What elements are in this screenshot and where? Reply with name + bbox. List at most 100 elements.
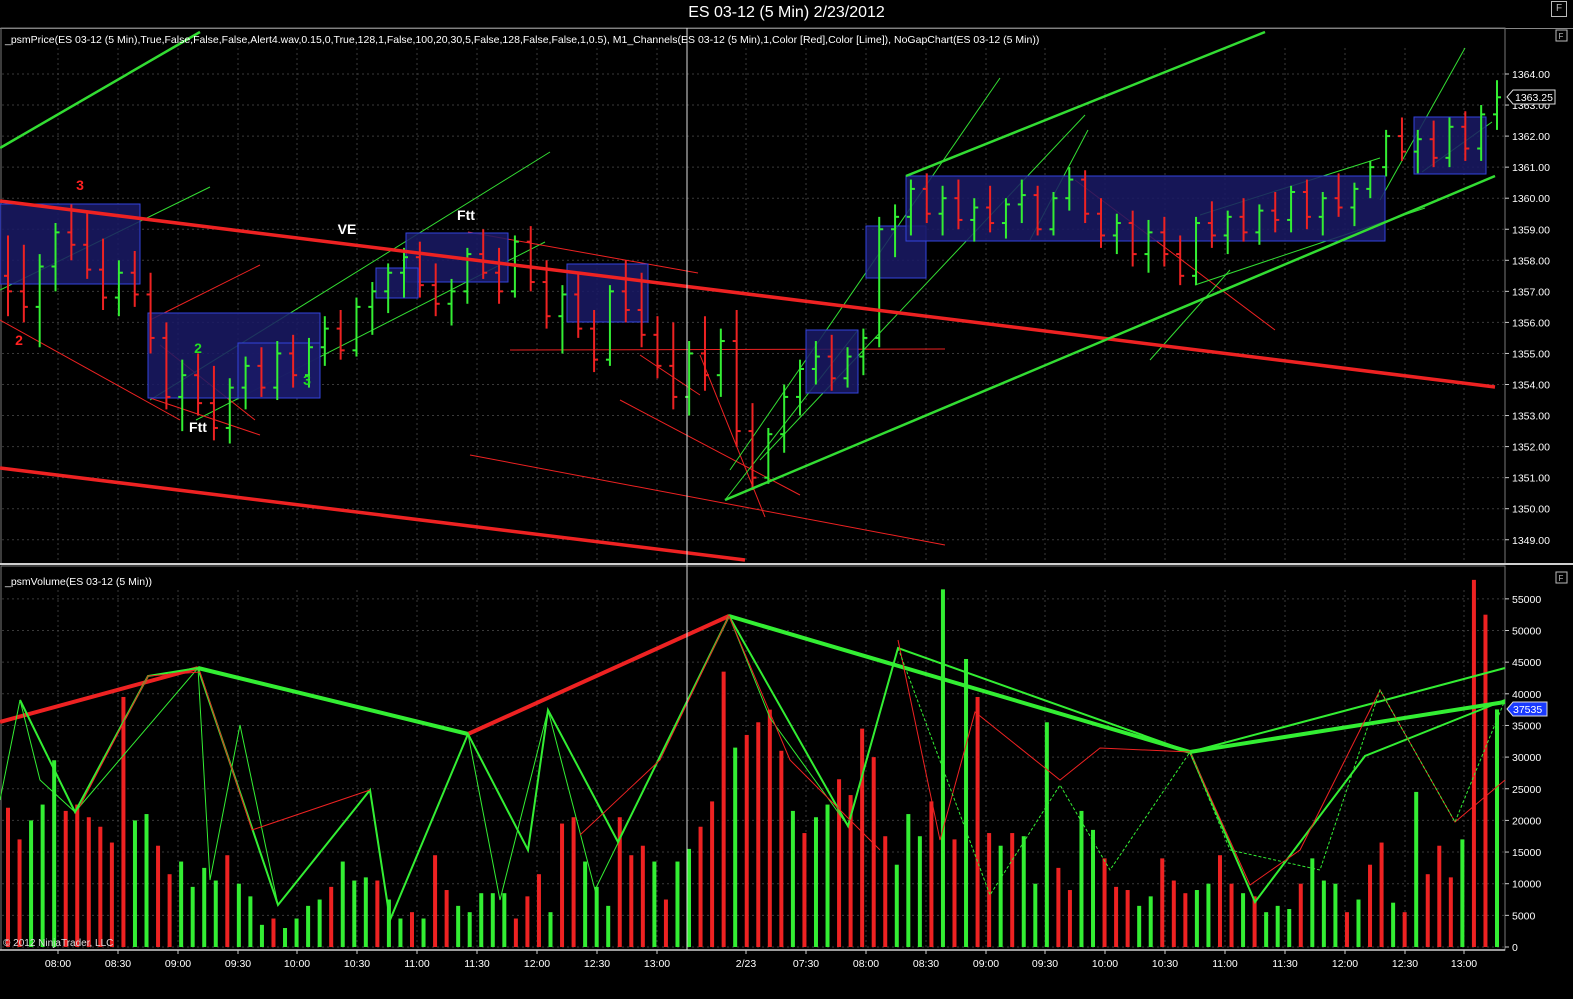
volume-indicator-label: _psmVolume(ES 03-12 (5 Min)) [4, 576, 152, 588]
window-corner-button[interactable]: F [1551, 1, 1567, 17]
price-bar [114, 260, 123, 317]
volume-trend-line-up [728, 614, 1506, 755]
volume-axis-label: 25000 [1512, 784, 1541, 796]
volume-bar [444, 890, 449, 947]
price-channels [0, 47, 1493, 546]
price-bar [415, 241, 424, 298]
time-axis-label: 11:00 [404, 958, 430, 970]
volume-bar [940, 589, 945, 947]
price-axis-label: 1352.00 [1512, 442, 1550, 454]
volume-bar [594, 886, 599, 947]
volume-bar [29, 820, 34, 947]
volume-bars [6, 579, 1499, 947]
price-bar [1445, 117, 1454, 168]
time-axis-label: 12:00 [524, 958, 550, 970]
time-axis-label: 10:30 [344, 958, 370, 970]
time-axis-label: 08:00 [45, 958, 71, 970]
price-bar [986, 185, 995, 233]
volume-bar [767, 709, 772, 947]
price-bar [669, 322, 678, 410]
volume-bar [1495, 709, 1499, 947]
volume-bar [502, 893, 507, 947]
price-bar [320, 316, 329, 366]
volume-bar [17, 839, 22, 947]
trend-line-down [0, 466, 746, 562]
volume-zigzag-minor [79, 671, 371, 831]
volume-bar [1091, 829, 1096, 947]
price-bar [178, 359, 187, 432]
volume-bar [132, 820, 137, 947]
channel-line-up [729, 77, 1001, 471]
volume-bar [1148, 896, 1153, 947]
price-bar [289, 334, 298, 388]
congestion-box [375, 267, 419, 299]
pattern-annotation: Ftt [189, 419, 207, 435]
volume-bar [317, 899, 322, 947]
volume-bar [744, 734, 749, 947]
volume-axis-label: 55000 [1512, 594, 1541, 606]
volume-axis-label: 10000 [1512, 879, 1541, 891]
volume-axis-label: 20000 [1512, 815, 1541, 827]
price-bar [1049, 191, 1058, 236]
volume-bar [375, 880, 380, 947]
volume-bar [1079, 810, 1084, 947]
time-axis-label: 13:00 [644, 958, 670, 970]
volume-axis-label: 45000 [1512, 657, 1541, 669]
price-bar [542, 260, 551, 329]
price-bar [764, 427, 773, 484]
time-axis-label: 11:30 [1272, 958, 1298, 970]
volume-bar [1425, 874, 1430, 947]
price-bar [35, 254, 44, 348]
volume-bar [848, 795, 853, 947]
pattern-annotation: 3 [76, 177, 84, 193]
time-axis-label: 08:00 [853, 958, 879, 970]
volume-bar [40, 804, 45, 947]
volume-bar [721, 671, 726, 947]
volume-panel-button[interactable]: F [1555, 571, 1568, 584]
volume-trend-line-down [0, 666, 199, 724]
volume-bar [433, 855, 438, 947]
volume-bar [1264, 912, 1269, 947]
volume-bar [1137, 905, 1142, 947]
price-axis-label: 1357.00 [1512, 286, 1550, 298]
price-bar [352, 297, 361, 357]
volume-trend-line-up [197, 666, 469, 736]
time-axis-label: 11:30 [464, 958, 490, 970]
volume-bar [121, 696, 126, 947]
time-axis-label: 12:30 [584, 958, 610, 970]
time-axis-label: 13:00 [1451, 958, 1477, 970]
volume-bar [513, 918, 518, 947]
volume-zigzag-minor [0, 666, 279, 906]
volume-bar [998, 845, 1003, 947]
price-bar [1350, 182, 1359, 227]
volume-bar [1310, 858, 1315, 947]
price-axis-label: 1359.00 [1512, 224, 1550, 236]
volume-axis-label: 30000 [1512, 752, 1541, 764]
price-bar [1287, 185, 1296, 233]
volume-zigzag-minor [467, 614, 849, 901]
price-bar [1493, 80, 1501, 130]
volume-bar [548, 912, 553, 947]
trend-line-up [0, 30, 201, 150]
volume-bar [329, 886, 334, 947]
volume-bar [409, 912, 414, 947]
volume-bar [1402, 912, 1407, 947]
price-panel-button[interactable]: F [1555, 29, 1568, 42]
volume-bar [652, 861, 657, 947]
price-axis-label: 1362.00 [1512, 131, 1550, 143]
price-bar [431, 263, 440, 317]
price-bar [859, 328, 868, 376]
volume-bar [617, 817, 622, 947]
price-bar [1207, 201, 1216, 248]
last-volume-tag: 37535 [1506, 701, 1548, 717]
volume-bar [756, 722, 761, 947]
volume-bar [1379, 842, 1384, 947]
channel-line-down [149, 397, 261, 436]
price-bar [336, 309, 345, 360]
price-bar [19, 244, 28, 323]
price-bar [1144, 219, 1153, 273]
price-axis-label: 1349.00 [1512, 535, 1550, 547]
last-volume-tag-text: 37535 [1513, 704, 1542, 716]
volume-bar [583, 861, 588, 947]
